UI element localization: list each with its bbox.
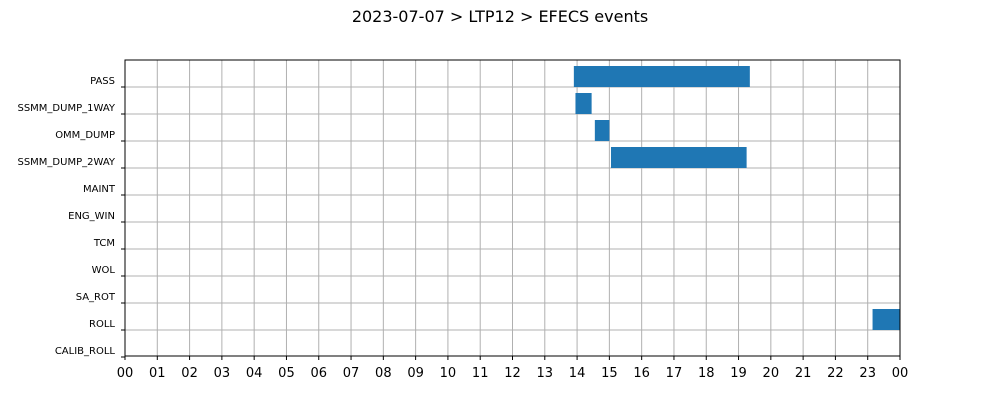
x-tick-label: 09 [407,366,424,381]
event-bar-ssmm-dump-1way [575,93,592,114]
x-tick-label: 22 [827,366,844,381]
chart-title: 2023-07-07 > LTP12 > EFECS events [352,7,648,26]
y-tick-label: CALIB_ROLL [55,346,116,357]
x-tick-label: 04 [246,366,263,381]
x-tick-label: 14 [569,366,586,381]
x-axis-ticks: 00 01 02 03 04 05 06 07 08 09 10 11 12 13 14 15 16 17 18 19… [117,356,909,381]
event-bar-roll [872,309,900,330]
y-axis-ticks: PASS SSMM_DUMP_1WAY OMM_DUMP SSMM_DUMP_2WAY… [17,76,125,358]
y-tick-label: SSMM_DUMP_2WAY [17,157,115,168]
x-tick-label: 00 [117,366,134,381]
x-tick-label: 13 [537,366,554,381]
y-tick-label: OMM_DUMP [55,130,115,141]
event-bar-ssmm-dump-2way [610,147,747,168]
x-tick-label: 15 [601,366,618,381]
x-tick-label: 12 [504,366,521,381]
event-bars [573,66,900,330]
y-tick-label: SSMM_DUMP_1WAY [17,103,115,114]
x-tick-label: 01 [149,366,166,381]
x-tick-label: 20 [763,366,780,381]
y-tick-label: MAINT [83,184,116,195]
x-tick-label: 10 [440,366,457,381]
event-bar-pass [573,66,750,87]
x-tick-label: 18 [698,366,715,381]
x-tick-label: 08 [375,366,392,381]
x-tick-label: 07 [343,366,360,381]
y-tick-label: SA_ROT [76,292,116,303]
x-tick-label: 17 [666,366,683,381]
x-tick-label: 03 [214,366,231,381]
x-tick-label: 02 [181,366,198,381]
y-tick-label: ROLL [89,319,115,330]
grid-lines [124,60,901,356]
x-tick-label: 16 [633,366,650,381]
x-tick-label: 11 [472,366,489,381]
x-tick-label: 06 [310,366,327,381]
y-tick-label: PASS [90,76,115,87]
x-tick-label: 19 [730,366,747,381]
y-tick-label: TCM [93,238,115,249]
y-tick-label: WOL [92,265,116,276]
event-bar-omm-dump [594,120,610,141]
x-tick-label: 00 [892,366,909,381]
y-tick-label: ENG_WIN [68,211,115,222]
x-tick-label: 23 [859,366,876,381]
x-tick-label: 05 [278,366,295,381]
x-tick-label: 21 [795,366,812,381]
